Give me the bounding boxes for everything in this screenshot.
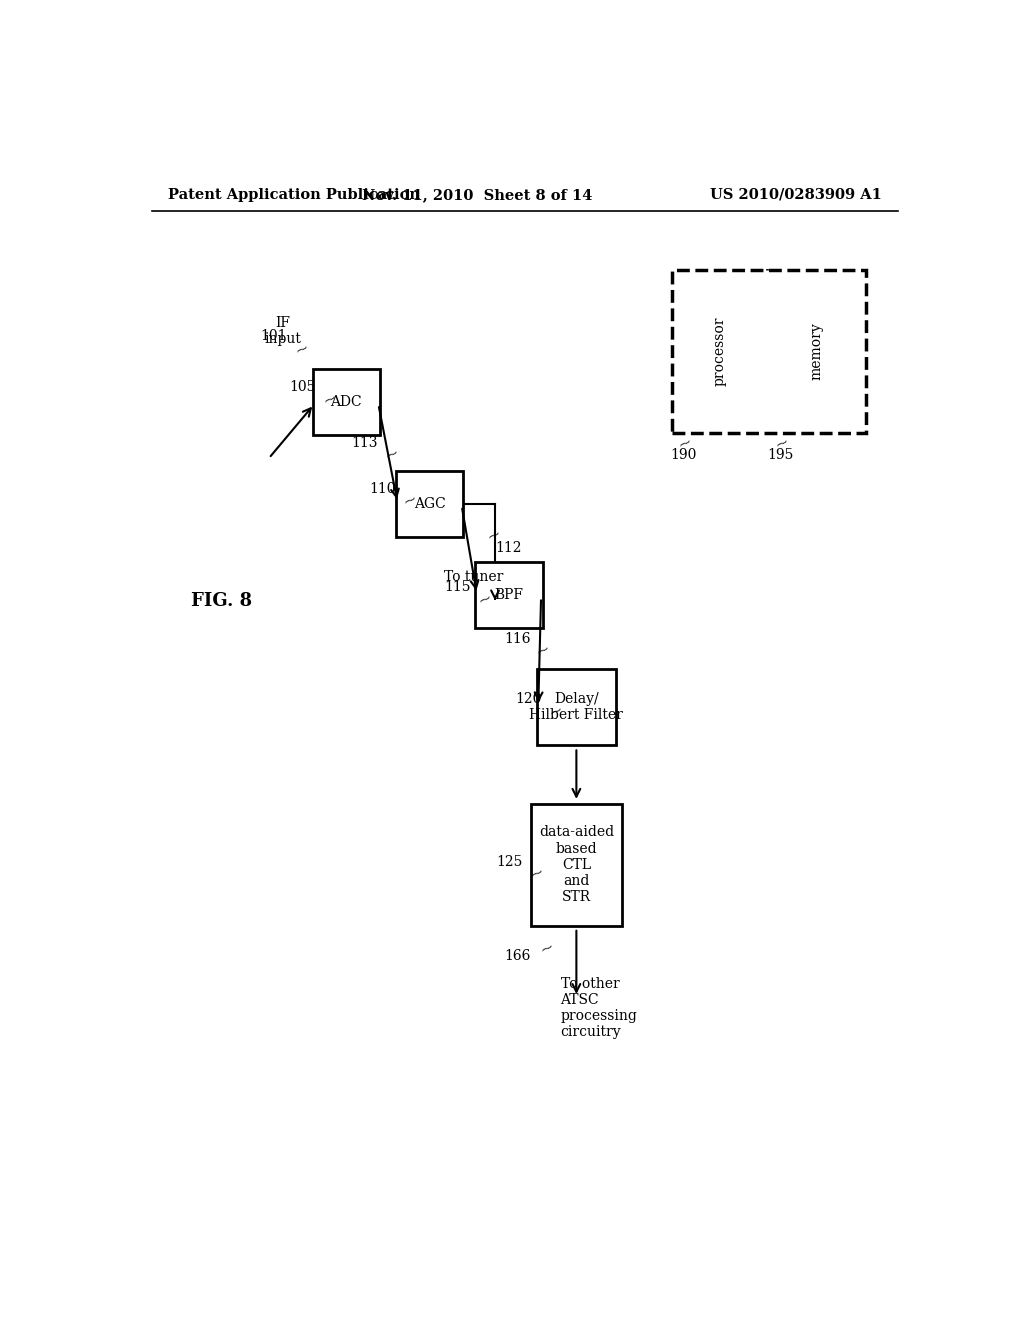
Text: 125: 125 (496, 855, 522, 869)
Text: 113: 113 (351, 436, 378, 450)
Text: data-aided
based
CTL
and
STR: data-aided based CTL and STR (539, 825, 614, 904)
Text: ~: ~ (483, 524, 503, 545)
Text: 101: 101 (260, 329, 287, 343)
Text: 115: 115 (444, 581, 471, 594)
Text: ~: ~ (319, 388, 340, 409)
Text: 116: 116 (505, 632, 531, 647)
Text: processor: processor (713, 317, 726, 387)
Text: US 2010/0283909 A1: US 2010/0283909 A1 (710, 187, 882, 202)
Text: ADC: ADC (331, 395, 362, 409)
Text: To other
ATSC
processing
circuitry: To other ATSC processing circuitry (560, 977, 637, 1039)
Text: ~: ~ (545, 700, 565, 721)
FancyBboxPatch shape (530, 804, 622, 925)
FancyBboxPatch shape (475, 562, 543, 628)
Text: 120: 120 (515, 692, 542, 706)
Text: 105: 105 (290, 380, 316, 395)
Text: Patent Application Publication: Patent Application Publication (168, 187, 420, 202)
Text: BPF: BPF (495, 589, 523, 602)
Text: ~: ~ (675, 433, 694, 454)
Text: To tuner: To tuner (443, 570, 503, 583)
Text: Delay/
Hilbert Filter: Delay/ Hilbert Filter (529, 692, 624, 722)
Text: ~: ~ (291, 338, 311, 359)
Text: AGC: AGC (414, 496, 445, 511)
FancyBboxPatch shape (312, 370, 380, 436)
Text: 166: 166 (505, 949, 531, 964)
Text: 110: 110 (369, 482, 395, 496)
Text: ~: ~ (771, 433, 792, 454)
Text: ~: ~ (526, 862, 546, 883)
Text: memory: memory (809, 322, 823, 380)
Text: 190: 190 (670, 447, 696, 462)
Text: IF
input: IF input (264, 315, 301, 346)
Text: ~: ~ (382, 442, 401, 463)
Text: ~: ~ (537, 936, 556, 958)
Text: FIG. 8: FIG. 8 (191, 591, 253, 610)
Text: 112: 112 (496, 541, 522, 554)
FancyBboxPatch shape (537, 669, 616, 746)
Text: Nov. 11, 2010  Sheet 8 of 14: Nov. 11, 2010 Sheet 8 of 14 (362, 187, 592, 202)
Text: ~: ~ (474, 587, 495, 609)
FancyBboxPatch shape (396, 471, 463, 537)
FancyBboxPatch shape (672, 271, 866, 433)
Text: ~: ~ (532, 639, 552, 660)
Text: 195: 195 (767, 447, 794, 462)
Text: ~: ~ (399, 490, 419, 511)
